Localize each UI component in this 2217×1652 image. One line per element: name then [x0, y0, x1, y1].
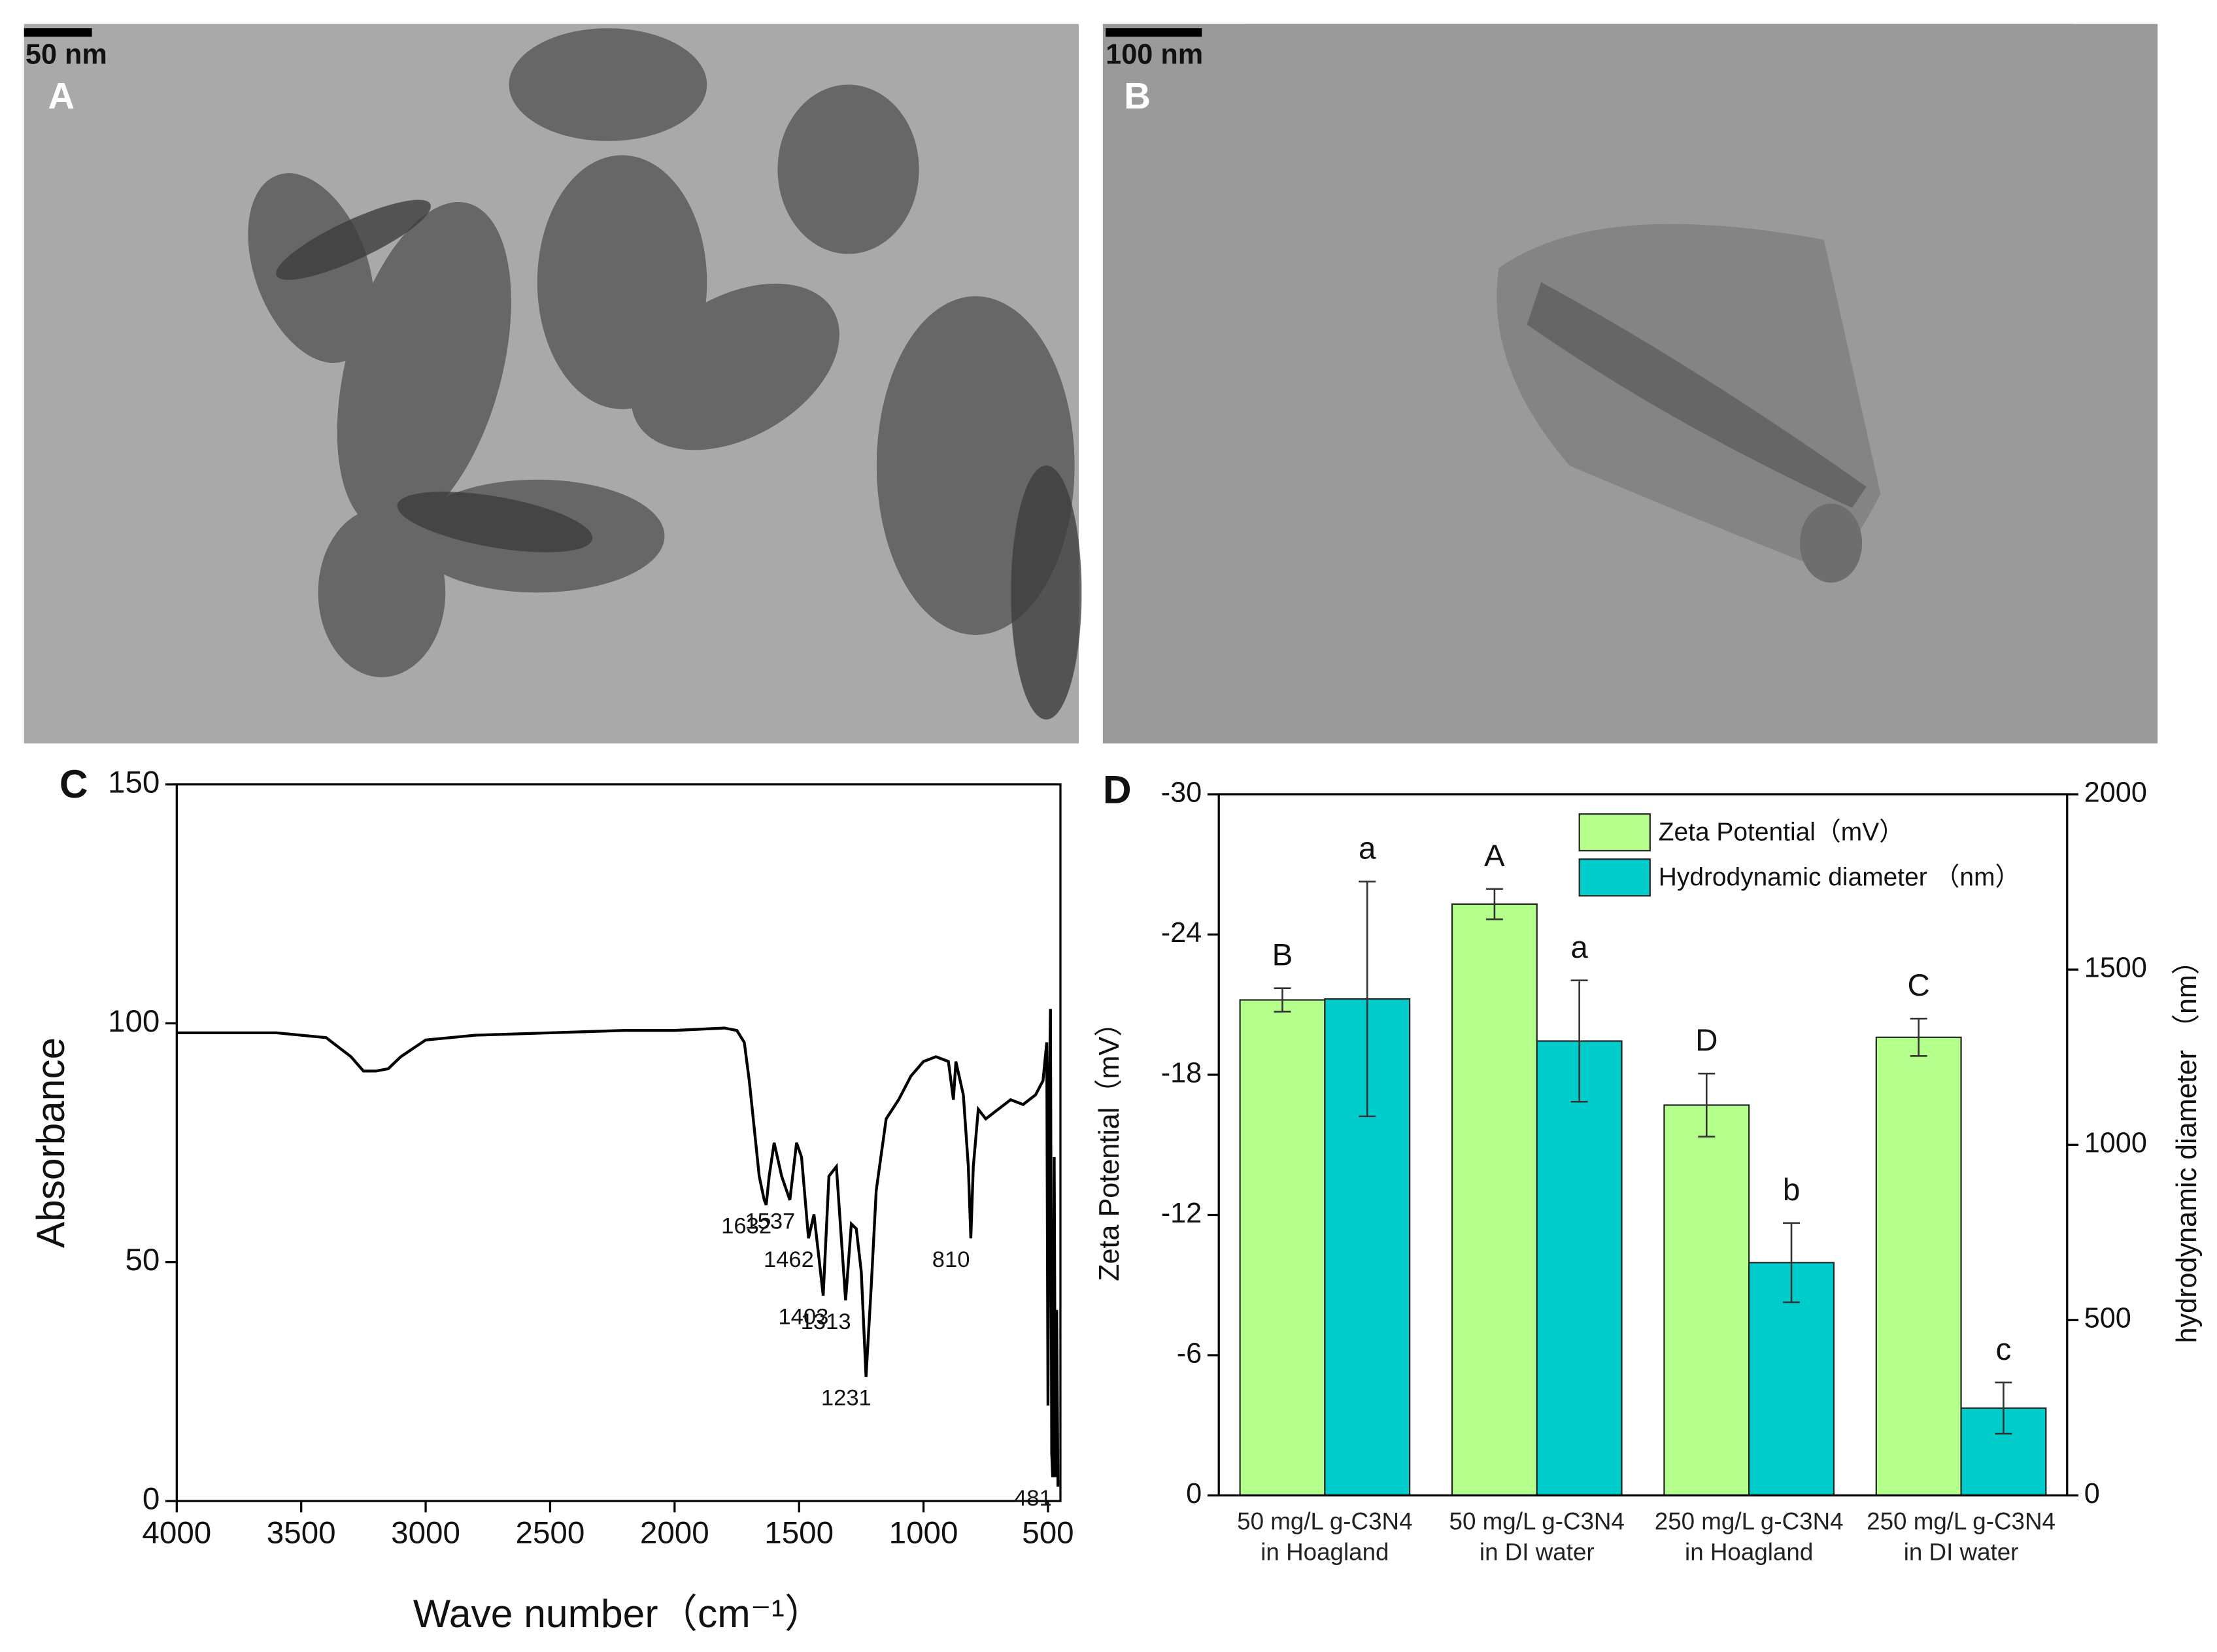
peak-label: 1462 [764, 1247, 814, 1272]
legend-swatch [1578, 858, 1651, 897]
panel-label: D [1103, 767, 1132, 812]
y-tick-label: 0 [1186, 1478, 1202, 1509]
legend-swatch [1578, 813, 1651, 852]
x-tick-label: 500 [1022, 1515, 1074, 1550]
bar [1239, 999, 1326, 1496]
significance-letter: a [1570, 930, 1588, 965]
x-tick-label: 2500 [516, 1515, 585, 1550]
bar [1875, 1036, 1962, 1496]
x-tick-label: 1500 [764, 1515, 834, 1550]
x-tick-label-box: 50 mg/L g-C3N4 in DI water [1449, 1508, 1625, 1566]
x-tick-label: 4000 [142, 1515, 211, 1550]
panel-label: C [59, 762, 88, 806]
x-axis-title: Wave number（cm⁻¹） [413, 1591, 824, 1636]
significance-letter: a [1359, 832, 1376, 866]
panel-label: A [48, 75, 75, 116]
peak-label: 1632 [721, 1214, 771, 1239]
significance-letter: B [1272, 938, 1293, 973]
x-tick-label: 3500 [267, 1515, 336, 1550]
x-tick-label-box: 250 mg/L g-C3N4 in DI water [1867, 1508, 2056, 1566]
plot-frame [175, 783, 1062, 1502]
peak-label: 810 [932, 1247, 970, 1272]
legend-label: Hydrodynamic diameter （nm） [1659, 864, 2021, 892]
y-tick-label: 0 [143, 1482, 160, 1517]
significance-letter: b [1783, 1173, 1800, 1207]
y2-tick-label: 1500 [2084, 952, 2147, 984]
x-tick-label: 3000 [391, 1515, 460, 1550]
significance-letter: D [1695, 1023, 1718, 1058]
bar [1536, 1040, 1623, 1496]
x-tick-label: 250 mg/L g-C3N4 in Hoagland [1654, 1508, 1844, 1566]
x-tick-label-box: 250 mg/L g-C3N4 in Hoagland [1654, 1508, 1844, 1566]
y-axis-title: Zeta Potential（mV） [1094, 1009, 1125, 1281]
y2-tick-label: 2000 [2084, 777, 2147, 808]
x-tick-label: 50 mg/L g-C3N4 in Hoagland [1237, 1508, 1413, 1566]
y-tick-label: -18 [1161, 1057, 1202, 1088]
significance-letter: c [1996, 1332, 2012, 1367]
y2-tick-label: 1000 [2084, 1128, 2147, 1159]
spectrum-line [177, 1009, 1060, 1487]
peak-label: 1537 [745, 1209, 795, 1234]
significance-letter: A [1484, 839, 1505, 873]
y-tick-label: 100 [108, 1004, 160, 1039]
peak-label: 481 [1014, 1486, 1052, 1511]
tem-image-b [1102, 24, 2158, 744]
x-tick-label: 250 mg/L g-C3N4 in DI water [1867, 1508, 2056, 1566]
x-tick-label: 50 mg/L g-C3N4 in DI water [1449, 1508, 1625, 1566]
y-tick-label: -30 [1161, 777, 1202, 808]
x-tick-label-box: 50 mg/L g-C3N4 in Hoagland [1237, 1508, 1413, 1566]
y-tick-label: -24 [1161, 917, 1202, 949]
y2-tick-label: 0 [2084, 1478, 2100, 1509]
y-tick-label: 150 [108, 765, 160, 800]
y2-tick-label: 500 [2084, 1303, 2131, 1334]
bar [1451, 903, 1538, 1496]
y-tick-label: -12 [1161, 1198, 1202, 1229]
panel-label: B [1124, 75, 1151, 116]
peak-label: 1403 [778, 1305, 828, 1330]
peak-label: 1231 [821, 1386, 872, 1411]
significance-letter: C [1908, 968, 1930, 1003]
bar [1663, 1104, 1750, 1496]
scale-bar-label: 100 nm [1106, 39, 1203, 71]
plot-frame [1217, 793, 2069, 1497]
peak-label: 1313 [801, 1309, 851, 1334]
legend-label: Zeta Potential（mV） [1659, 818, 1904, 847]
x-tick-label: 1000 [889, 1515, 958, 1550]
x-tick-label: 2000 [640, 1515, 709, 1550]
y-axis-title: Absorbance [28, 1037, 73, 1248]
scale-bar-label: 50 nm [25, 39, 107, 71]
tem-image-a [24, 24, 1082, 744]
y-tick-label: 50 [125, 1243, 160, 1277]
y-tick-label: -6 [1177, 1338, 1202, 1369]
y2-axis-title: hydrodynamic diameter （nm） [2171, 947, 2203, 1343]
